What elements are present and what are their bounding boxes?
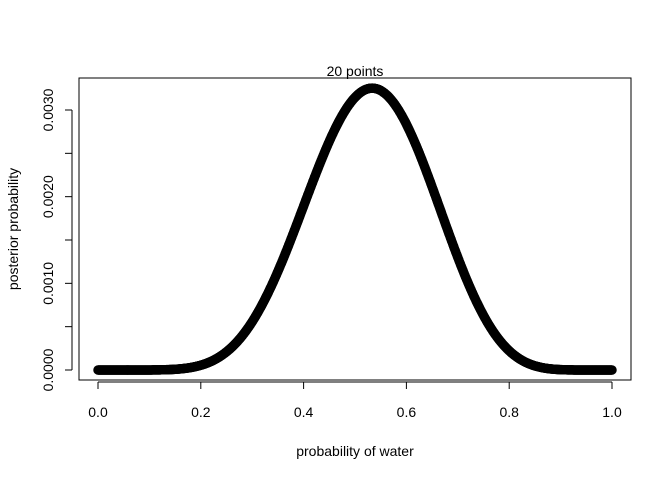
x-tick-label: 0.6 [397,404,417,420]
x-axis: 0.0 0.2 0.4 0.6 0.8 1.0 [88,381,622,420]
y-tick-label: 0.0010 [40,262,56,305]
x-tick-label: 0.0 [88,404,108,420]
y-tick-label: 0.0020 [40,175,56,218]
data-point [607,365,617,375]
y-axis-label: posterior probability [5,168,21,290]
y-tick-label: 0.0000 [40,348,56,391]
chart-title: 20 points [327,63,384,79]
y-axis: 0.0000 0.0010 0.0020 0.0030 [40,88,73,391]
x-tick-label: 0.4 [294,404,314,420]
data-points [93,83,617,375]
x-tick-label: 1.0 [602,404,622,420]
x-axis-label: probability of water [296,443,414,459]
plot-frame [78,77,632,381]
x-tick-label: 0.8 [499,404,519,420]
y-tick-label: 0.0030 [40,88,56,131]
x-tick-label: 0.2 [191,404,211,420]
